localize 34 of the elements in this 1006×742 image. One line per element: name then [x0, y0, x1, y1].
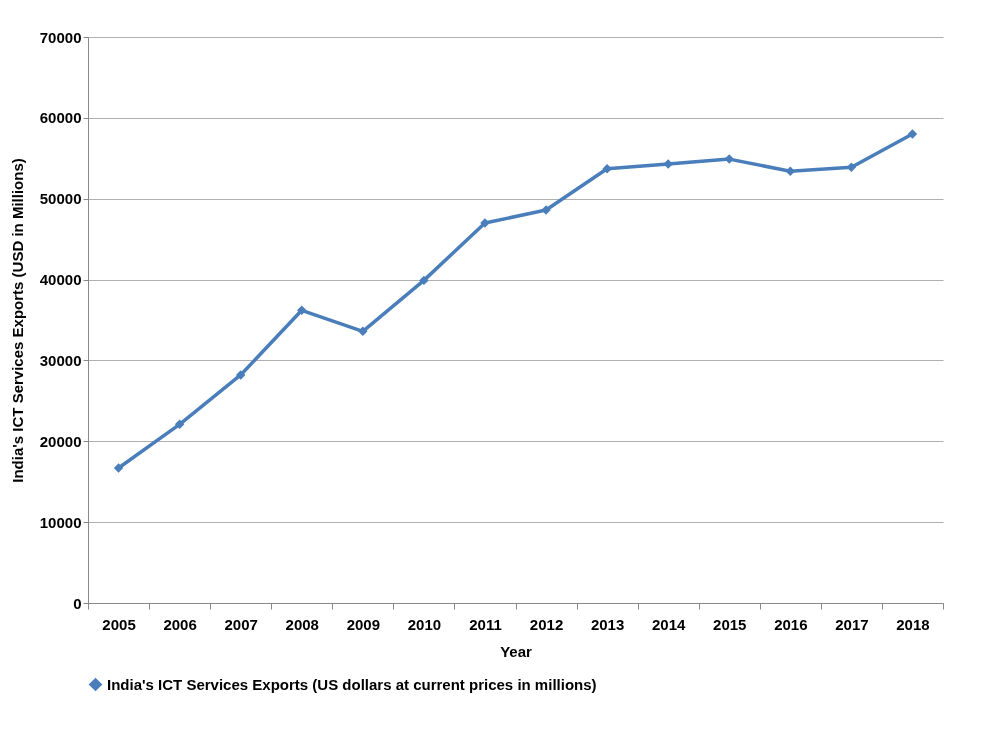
- y-tick-label: 60000: [39, 109, 82, 127]
- legend-label: India's ICT Services Exports (US dollars at current prices in millions): [107, 675, 597, 693]
- point: [419, 275, 429, 286]
- x-tick-label: 2016: [774, 615, 808, 633]
- x-tick-label: 2015: [713, 615, 747, 633]
- point: [358, 326, 368, 337]
- x-tick-label: 2011: [469, 615, 502, 633]
- point: [297, 305, 307, 316]
- point: [907, 129, 918, 139]
- x-tick-label: 2018: [896, 615, 930, 633]
- x-tick-label: 2017: [835, 615, 869, 633]
- y-tick-label: 30000: [39, 351, 82, 369]
- x-tick-label: 2006: [163, 615, 197, 633]
- y-tick-label: 20000: [39, 432, 82, 450]
- x-tick-label: 2012: [529, 615, 564, 633]
- y-tick-label: 10000: [39, 513, 82, 531]
- x-tick-label: 2007: [224, 615, 258, 633]
- x-tick-label: 2013: [590, 615, 625, 633]
- point: [724, 154, 734, 164]
- x-tick-label: 2008: [285, 615, 319, 633]
- x-tick-label: 2014: [651, 615, 687, 633]
- point: [113, 463, 124, 473]
- x-tick-label: 2005: [102, 615, 136, 633]
- x-axis-title: Year: [500, 642, 533, 660]
- y-tick-label: 40000: [39, 271, 82, 289]
- y-tick-label: 50000: [39, 190, 82, 208]
- point: [235, 370, 246, 380]
- x-tick-label: 2010: [407, 615, 442, 633]
- y-tick-label: 70000: [39, 28, 82, 46]
- y-tick-label: 0: [73, 594, 82, 612]
- point: [602, 164, 612, 174]
- x-tick-label: 2009: [346, 615, 381, 633]
- point: [174, 419, 185, 430]
- y-axis-title: India's ICT Services Exports (USD in Millions): [8, 158, 26, 483]
